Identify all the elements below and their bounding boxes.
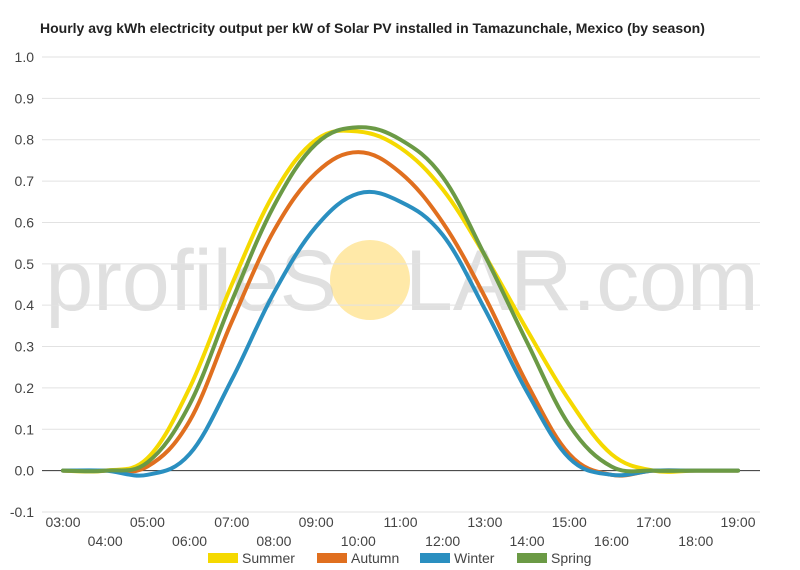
- y-tick-label: 0.8: [15, 132, 35, 148]
- watermark: profileS LAR.com: [45, 233, 758, 329]
- y-tick-label: 0.2: [15, 380, 35, 396]
- x-tick-label: 09:00: [299, 514, 334, 530]
- legend-swatch: [517, 553, 547, 563]
- legend-label: Spring: [551, 550, 591, 566]
- x-tick-label: 06:00: [172, 533, 207, 549]
- watermark-text-right: LAR.com: [405, 233, 759, 329]
- x-tick-label: 08:00: [256, 533, 291, 549]
- legend-label: Summer: [242, 550, 295, 566]
- series-line-winter: [61, 189, 740, 478]
- watermark-sun: [330, 240, 410, 320]
- legend-swatch: [317, 553, 347, 563]
- y-axis-ticks: 1.0 0.9 0.8 0.7 0.6 0.5 0.4 0.3 0.2 0.1 0.0 -0.1: [10, 49, 34, 520]
- y-tick-label: 1.0: [15, 49, 35, 65]
- legend-swatch: [420, 553, 450, 563]
- x-tick-label: 16:00: [594, 533, 629, 549]
- x-tick-label: 17:00: [636, 514, 671, 530]
- legend: Summer Autumn Winter Spring: [208, 550, 591, 566]
- legend-swatch: [208, 553, 238, 563]
- y-tick-label: 0.4: [15, 297, 35, 313]
- x-tick-label: 10:00: [341, 533, 376, 549]
- x-tick-label: 04:00: [88, 533, 123, 549]
- chart-title: Hourly avg kWh electricity output per kW…: [40, 20, 705, 36]
- x-tick-label: 19:00: [720, 514, 755, 530]
- x-tick-label: 03:00: [45, 514, 80, 530]
- x-tick-label: 15:00: [552, 514, 587, 530]
- legend-label: Winter: [454, 550, 495, 566]
- x-axis-ticks: 03:00 04:00 05:00 06:00 07:00 08:00 09:00 10:00…: [45, 514, 755, 549]
- legend-item-spring[interactable]: Spring: [517, 550, 591, 566]
- legend-item-summer[interactable]: Summer: [208, 550, 295, 566]
- y-tick-label: 0.6: [15, 214, 35, 230]
- y-tick-label: 0.7: [15, 173, 35, 189]
- watermark-text-left: profileS: [45, 233, 337, 329]
- y-tick-label: -0.1: [10, 504, 34, 520]
- legend-item-winter[interactable]: Winter: [420, 550, 495, 566]
- y-tick-label: 0.5: [15, 256, 35, 272]
- x-tick-label: 13:00: [467, 514, 502, 530]
- x-tick-label: 12:00: [425, 533, 460, 549]
- legend-item-autumn[interactable]: Autumn: [317, 550, 399, 566]
- x-tick-label: 14:00: [510, 533, 545, 549]
- legend-label: Autumn: [351, 550, 399, 566]
- y-tick-label: 0.3: [15, 339, 35, 355]
- y-tick-label: 0.9: [15, 90, 35, 106]
- series-line-summer: [61, 128, 740, 474]
- x-tick-label: 07:00: [214, 514, 249, 530]
- series-line-spring: [61, 125, 740, 474]
- x-tick-label: 18:00: [678, 533, 713, 549]
- y-tick-label: 0.0: [15, 463, 35, 479]
- x-tick-label: 11:00: [384, 514, 418, 530]
- x-tick-label: 05:00: [130, 514, 165, 530]
- series-lines: [61, 125, 740, 478]
- y-tick-label: 0.1: [15, 421, 35, 437]
